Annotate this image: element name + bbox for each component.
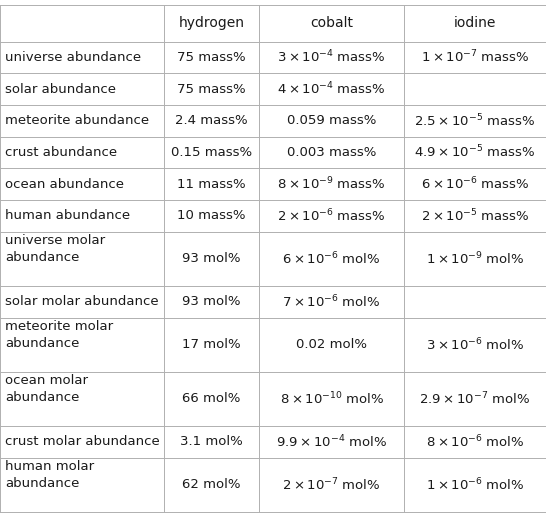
Text: 3.1 mol%: 3.1 mol% (180, 435, 243, 448)
Text: solar abundance: solar abundance (5, 83, 116, 96)
Text: 75 mass%: 75 mass% (177, 83, 246, 96)
Text: crust molar abundance: crust molar abundance (5, 435, 159, 448)
Text: human abundance: human abundance (5, 209, 130, 222)
Text: $1\times10^{-9}$ mol%: $1\times10^{-9}$ mol% (426, 251, 524, 267)
Text: 93 mol%: 93 mol% (182, 295, 241, 308)
Text: $4\times10^{-4}$ mass%: $4\times10^{-4}$ mass% (277, 81, 386, 97)
Text: $2.9\times10^{-7}$ mol%: $2.9\times10^{-7}$ mol% (419, 390, 531, 407)
Text: meteorite abundance: meteorite abundance (5, 114, 149, 127)
Text: $2\times10^{-6}$ mass%: $2\times10^{-6}$ mass% (277, 208, 386, 224)
Text: 0.003 mass%: 0.003 mass% (287, 146, 376, 159)
Text: $9.9\times10^{-4}$ mol%: $9.9\times10^{-4}$ mol% (276, 434, 387, 450)
Text: 0.15 mass%: 0.15 mass% (171, 146, 252, 159)
Text: universe molar
abundance: universe molar abundance (5, 234, 105, 264)
Text: $8\times10^{-10}$ mol%: $8\times10^{-10}$ mol% (280, 390, 384, 407)
Text: human molar
abundance: human molar abundance (5, 460, 94, 490)
Text: $1\times10^{-7}$ mass%: $1\times10^{-7}$ mass% (421, 49, 529, 66)
Text: iodine: iodine (454, 17, 496, 31)
Text: ocean abundance: ocean abundance (5, 178, 124, 191)
Text: universe abundance: universe abundance (5, 51, 141, 64)
Text: $6\times10^{-6}$ mass%: $6\times10^{-6}$ mass% (421, 176, 529, 192)
Text: $2.5\times10^{-5}$ mass%: $2.5\times10^{-5}$ mass% (414, 113, 536, 129)
Text: $3\times10^{-4}$ mass%: $3\times10^{-4}$ mass% (277, 49, 386, 66)
Text: $2\times10^{-5}$ mass%: $2\times10^{-5}$ mass% (421, 208, 529, 224)
Text: meteorite molar
abundance: meteorite molar abundance (5, 320, 113, 350)
Text: 75 mass%: 75 mass% (177, 51, 246, 64)
Text: $7\times10^{-6}$ mol%: $7\times10^{-6}$ mol% (282, 294, 381, 310)
Text: 66 mol%: 66 mol% (182, 392, 241, 405)
Text: $2\times10^{-7}$ mol%: $2\times10^{-7}$ mol% (282, 477, 381, 493)
Text: $3\times10^{-6}$ mol%: $3\times10^{-6}$ mol% (426, 337, 524, 353)
Text: 62 mol%: 62 mol% (182, 478, 241, 491)
Text: hydrogen: hydrogen (179, 17, 245, 31)
Text: ocean molar
abundance: ocean molar abundance (5, 374, 88, 404)
Text: 2.4 mass%: 2.4 mass% (175, 114, 248, 127)
Text: 0.02 mol%: 0.02 mol% (296, 338, 367, 351)
Text: crust abundance: crust abundance (5, 146, 117, 159)
Text: cobalt: cobalt (310, 17, 353, 31)
Text: $6\times10^{-6}$ mol%: $6\times10^{-6}$ mol% (282, 251, 381, 267)
Text: 17 mol%: 17 mol% (182, 338, 241, 351)
Text: 93 mol%: 93 mol% (182, 252, 241, 265)
Text: $1\times10^{-6}$ mol%: $1\times10^{-6}$ mol% (426, 477, 524, 493)
Text: $8\times10^{-6}$ mol%: $8\times10^{-6}$ mol% (426, 434, 524, 450)
Text: 11 mass%: 11 mass% (177, 178, 246, 191)
Text: 0.059 mass%: 0.059 mass% (287, 114, 376, 127)
Text: $8\times10^{-9}$ mass%: $8\times10^{-9}$ mass% (277, 176, 386, 192)
Text: $4.9\times10^{-5}$ mass%: $4.9\times10^{-5}$ mass% (414, 144, 536, 161)
Text: 10 mass%: 10 mass% (177, 209, 246, 222)
Text: solar molar abundance: solar molar abundance (5, 295, 158, 308)
